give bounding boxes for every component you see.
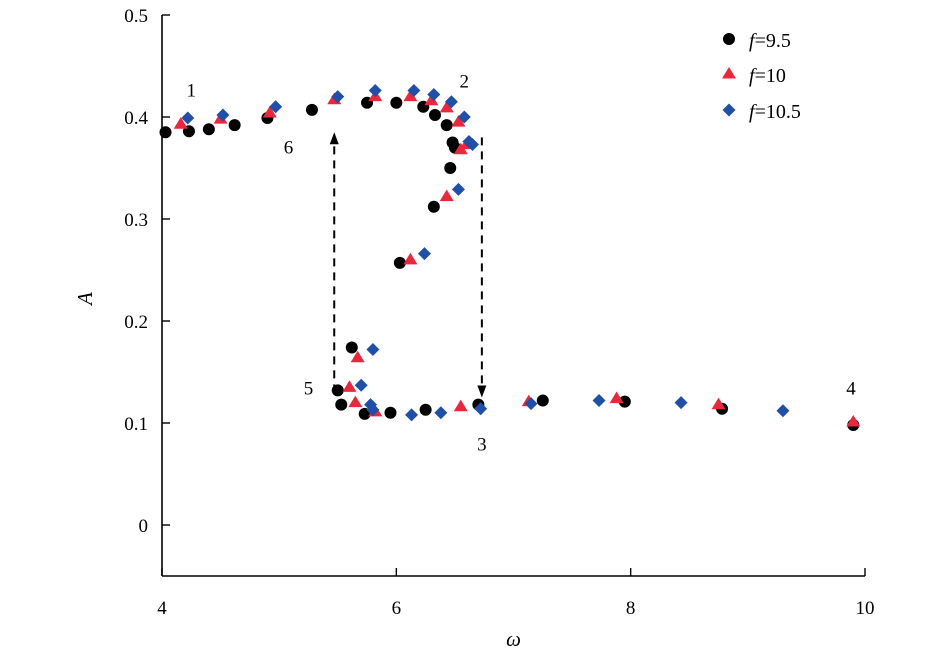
- data-point-triangle: [439, 189, 454, 202]
- data-point-diamond: [444, 95, 458, 109]
- data-point-triangle: [609, 391, 624, 404]
- annotations: 1 2 3 4 5 6: [187, 71, 857, 455]
- legend: f=9.5f=10f=10.5: [722, 30, 801, 123]
- x-tick-label: 6: [392, 598, 402, 619]
- data-point-triangle: [403, 252, 418, 265]
- legend-marker-circle: [723, 33, 735, 45]
- data-point-diamond: [181, 111, 195, 125]
- series-triangle: [173, 89, 861, 427]
- data-point-diamond: [524, 397, 538, 411]
- y-tick-label: 0.5: [124, 6, 148, 27]
- legend-label: f=10.5: [749, 101, 801, 123]
- data-point-circle: [228, 119, 241, 132]
- x-tick-label: 10: [856, 598, 875, 619]
- legend-label-value: =10: [755, 65, 786, 87]
- data-point-diamond: [368, 83, 382, 97]
- data-point-circle: [393, 256, 406, 269]
- x-tick-label: 8: [626, 598, 636, 619]
- jump-arrowhead: [477, 385, 487, 398]
- data-point-diamond: [474, 402, 488, 416]
- data-point-triangle: [262, 105, 277, 118]
- data-point-circle: [618, 395, 631, 408]
- path-point-label: 2: [460, 71, 470, 92]
- y-tick-label: 0.2: [124, 312, 148, 333]
- legend-label-variable: f: [749, 65, 757, 87]
- y-tick-label: 0.3: [124, 210, 148, 231]
- data-point-triangle: [439, 100, 454, 113]
- series-circle: [159, 96, 860, 432]
- data-point-diamond: [465, 138, 479, 152]
- data-point-circle: [331, 384, 344, 397]
- data-point-circle: [335, 398, 348, 411]
- y-axis-title: A: [73, 292, 97, 307]
- y-tick-label: 0.4: [124, 108, 148, 129]
- data-point-diamond: [407, 83, 421, 97]
- legend-label-value: =10.5: [755, 101, 801, 123]
- data-point-triangle: [173, 117, 188, 129]
- data-point-circle: [428, 108, 441, 121]
- data-point-diamond: [674, 396, 688, 410]
- x-tick-label: 4: [157, 598, 167, 619]
- data-point-triangle: [424, 93, 439, 106]
- data-point-diamond: [405, 408, 419, 422]
- legend-marker-triangle: [722, 67, 736, 79]
- jump-lines: [329, 132, 487, 398]
- legend-entry: f=10.5: [722, 101, 801, 123]
- data-point-triangle: [342, 380, 357, 392]
- data-point-circle: [427, 200, 440, 213]
- data-points: [159, 83, 861, 432]
- legend-label: f=9.5: [749, 30, 791, 52]
- data-point-diamond: [269, 100, 283, 114]
- axes: [161, 15, 865, 577]
- legend-entry: f=9.5: [723, 30, 791, 52]
- data-point-triangle: [846, 414, 861, 427]
- data-point-circle: [305, 103, 318, 116]
- data-point-triangle: [711, 397, 726, 410]
- data-point-circle: [390, 96, 403, 109]
- data-point-circle: [384, 406, 397, 419]
- data-point-diamond: [457, 110, 471, 124]
- legend-label-variable: f: [749, 101, 757, 123]
- legend-label-variable: f: [749, 30, 757, 52]
- path-point-label: 6: [284, 138, 294, 159]
- data-point-triangle: [453, 399, 468, 412]
- data-point-diamond: [427, 88, 441, 102]
- data-point-circle: [536, 394, 549, 407]
- legend-marker-diamond: [722, 103, 736, 117]
- path-point-label: 5: [304, 378, 314, 399]
- data-point-circle: [159, 126, 172, 139]
- data-point-circle: [444, 162, 457, 174]
- data-point-diamond: [592, 394, 606, 408]
- data-point-diamond: [451, 182, 465, 196]
- legend-label-value: =9.5: [755, 30, 791, 52]
- data-point-diamond: [216, 108, 230, 122]
- data-point-diamond: [366, 343, 380, 357]
- x-axis-title: ω: [506, 627, 521, 651]
- series-diamond: [181, 83, 790, 422]
- path-point-label: 4: [846, 378, 856, 399]
- data-point-triangle: [350, 350, 365, 363]
- data-point-circle: [419, 403, 432, 416]
- legend-label: f=10: [749, 65, 786, 87]
- data-point-circle: [202, 123, 215, 136]
- y-tick-label: 0: [139, 516, 149, 537]
- data-point-circle: [440, 119, 453, 132]
- data-point-circle: [345, 341, 358, 354]
- data-point-diamond: [434, 406, 448, 420]
- data-point-triangle: [451, 115, 466, 127]
- data-point-diamond: [417, 247, 431, 261]
- jump-arrowhead: [329, 132, 339, 145]
- data-point-diamond: [354, 378, 368, 392]
- data-point-triangle: [403, 89, 418, 102]
- data-point-diamond: [331, 90, 345, 104]
- path-point-label: 3: [477, 435, 487, 456]
- data-point-diamond: [366, 403, 380, 417]
- tick-marks: 4 6 8 10 0 0.1 0.2 0.3 0.4 0.5: [124, 6, 874, 619]
- legend-entry: f=10: [722, 65, 786, 87]
- y-tick-label: 0.1: [124, 414, 148, 435]
- data-point-diamond: [776, 404, 790, 418]
- path-point-label: 1: [187, 81, 197, 102]
- data-point-triangle: [348, 395, 363, 408]
